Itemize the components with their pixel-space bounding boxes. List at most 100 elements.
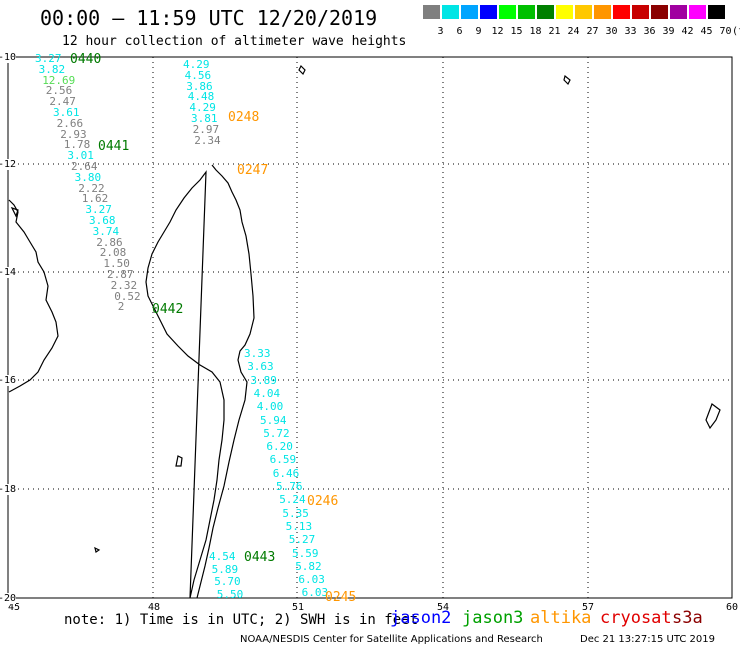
wave-height-value: 12.69 <box>42 73 76 87</box>
wave-height-value: 3.81 <box>191 112 218 125</box>
wave-height-value: 6.03 <box>301 586 329 600</box>
lat-label: -14 <box>0 267 17 278</box>
grid-lines <box>8 57 732 598</box>
lat-label: -10 <box>0 52 17 63</box>
map-title: 00:00 – 11:59 UTC 12/20/2019 <box>40 6 378 30</box>
lon-label: 60 <box>726 602 739 613</box>
wave-height-value: 3.89 <box>250 373 277 387</box>
scale-label: 21 <box>548 26 561 37</box>
wave-height-value: 5.89 <box>211 562 239 576</box>
wave-height-value: 2.87 <box>107 268 134 281</box>
wave-height-value: 2.93 <box>60 127 87 141</box>
wave-height-value: 5.82 <box>295 559 322 573</box>
wave-height-value: 0.52 <box>114 289 141 303</box>
lon-label: 57 <box>582 602 595 613</box>
scale-label: 45 <box>700 26 713 37</box>
wave-height-value: 5.13 <box>285 519 313 533</box>
lat-label: -18 <box>0 484 17 495</box>
footer-credit: NOAA/NESDIS Center for Satellite Applica… <box>240 634 543 645</box>
wave-height-value: 4.00 <box>256 400 284 414</box>
pass-number: 0246 <box>307 494 339 509</box>
wave-height-value: 6.03 <box>298 573 325 587</box>
lat-label: -20 <box>0 593 17 604</box>
scale-swatch <box>537 5 554 19</box>
wave-height-value: 3.61 <box>53 106 80 119</box>
scale-swatch <box>423 5 440 19</box>
wave-height-value: 2.32 <box>110 278 138 292</box>
pass-number: 0441 <box>98 139 130 154</box>
wave-height-value: 5.76 <box>276 480 303 493</box>
pass-number: 0245 <box>325 590 357 605</box>
wave-height-value: 3.86 <box>186 79 213 93</box>
lat-label: -12 <box>0 159 17 170</box>
scale-swatch <box>632 5 649 19</box>
scale-label: 18 <box>529 26 542 37</box>
scale-label: 9 <box>475 26 482 37</box>
scale-label: 42 <box>681 26 694 37</box>
scale-swatch <box>670 5 687 19</box>
satellite-s3a: s3a <box>672 608 703 628</box>
wave-height-value: 5.35 <box>282 506 309 520</box>
wave-height-value: 3.63 <box>247 360 274 374</box>
wave-height-value: 5.50 <box>216 587 244 601</box>
lat-label: -16 <box>0 375 17 386</box>
wave-height-value: 4.48 <box>187 90 215 104</box>
lon-label: 48 <box>148 602 161 613</box>
satellite-altika: altika <box>530 608 592 628</box>
scale-label: 36 <box>643 26 656 37</box>
scale-label: 27 <box>586 26 599 37</box>
scale-swatch <box>689 5 706 19</box>
wave-height-value: 2.66 <box>56 116 84 130</box>
wave-height-value: 2.08 <box>99 246 127 260</box>
scale-label: 24 <box>567 26 580 37</box>
wave-height-value: 5.27 <box>288 533 316 547</box>
wave-height-value: 4.56 <box>184 68 212 82</box>
wave-height-value: 2.34 <box>194 133 221 147</box>
wave-height-value: 3.80 <box>74 170 102 184</box>
wave-height-value: 1.50 <box>103 257 130 271</box>
satellite-jason3: jason3 <box>462 608 524 628</box>
pass-number: 0440 <box>70 52 102 67</box>
scale-swatch <box>575 5 592 19</box>
wave-height-value: 2.64 <box>71 160 98 173</box>
wave-height-value: 4.54 <box>209 550 236 563</box>
wave-height-value: 3.74 <box>92 224 120 238</box>
african-coastline <box>8 199 59 393</box>
wave-height-value: 1.78 <box>63 138 91 152</box>
wave-height-value: 6.20 <box>266 440 293 454</box>
scale-swatch <box>556 5 573 19</box>
scale-label: 6 <box>456 26 463 37</box>
scale-label: 3 <box>437 26 444 37</box>
scale-swatch <box>613 5 630 19</box>
generation-timestamp: Dec 21 13:27:15 UTC 2019 <box>580 634 715 645</box>
scale-label: 15 <box>510 26 523 37</box>
wave-height-value: 1.62 <box>81 192 109 206</box>
scale-label: 33 <box>624 26 637 37</box>
pass-number: 0442 <box>152 302 184 317</box>
wave-height-value: 3.01 <box>67 149 94 163</box>
map-frame <box>7 56 733 599</box>
wave-height-value: 5.70 <box>214 575 241 588</box>
scale-swatch <box>651 5 668 19</box>
wave-height-value: 3.27 <box>35 52 62 65</box>
wave-height-value: 4.29 <box>183 58 210 71</box>
map-note: note: 1) Time is in UTC; 2) SWH is in fe… <box>64 612 419 628</box>
pass-number: 0247 <box>237 163 269 178</box>
wave-height-value: 4.04 <box>253 386 281 400</box>
satellite-jason2: jason2 <box>390 608 452 628</box>
wave-height-value: 4.29 <box>189 101 216 115</box>
wave-height-value: 3.68 <box>89 214 116 227</box>
wave-height-value: 3.33 <box>244 347 271 360</box>
satellite-cryosat: cryosat <box>600 608 672 628</box>
lon-label: 51 <box>292 602 305 613</box>
wave-height-value: 3.27 <box>85 203 112 217</box>
wave-height-value: 6.46 <box>272 466 300 480</box>
lon-label: 45 <box>8 602 21 613</box>
scale-swatch <box>594 5 611 19</box>
wave-height-value: 3.82 <box>38 62 66 76</box>
scale-swatch <box>499 5 516 19</box>
scale-unit: (ft) <box>731 26 740 37</box>
scale-swatch <box>461 5 478 19</box>
scale-label: 70 <box>719 26 732 37</box>
